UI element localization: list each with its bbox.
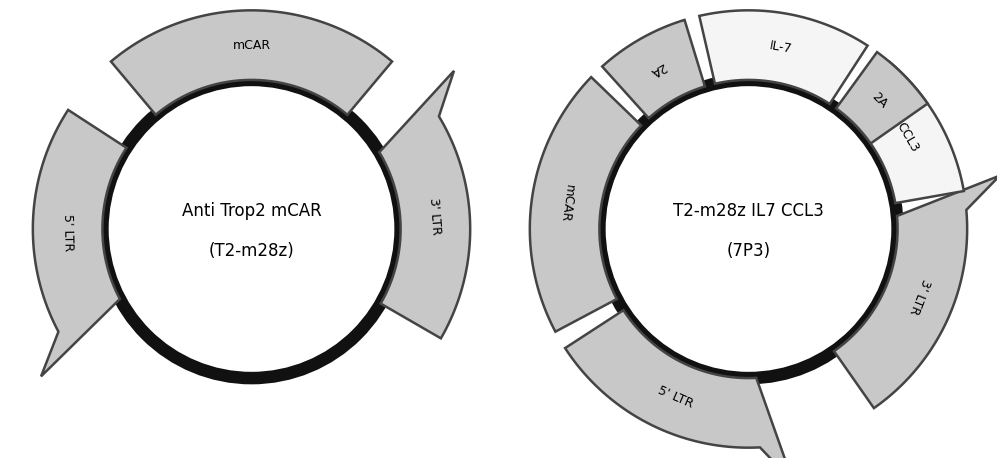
- Polygon shape: [699, 11, 868, 104]
- Text: 5' LTR: 5' LTR: [655, 384, 695, 411]
- Polygon shape: [844, 62, 964, 203]
- Text: mCAR: mCAR: [232, 39, 271, 51]
- Text: 3' LTR: 3' LTR: [907, 277, 932, 316]
- Polygon shape: [834, 176, 1000, 408]
- Text: (7P3): (7P3): [726, 242, 771, 260]
- Polygon shape: [602, 20, 705, 118]
- Polygon shape: [111, 11, 392, 115]
- Polygon shape: [530, 77, 641, 332]
- Text: T2-m28z IL7 CCL3: T2-m28z IL7 CCL3: [673, 202, 824, 220]
- Polygon shape: [33, 110, 126, 376]
- Text: 5' LTR: 5' LTR: [61, 213, 74, 251]
- Text: mCAR: mCAR: [557, 184, 575, 223]
- Polygon shape: [379, 71, 470, 338]
- Polygon shape: [565, 310, 793, 459]
- Text: 3' LTR: 3' LTR: [427, 197, 443, 235]
- Text: 2A: 2A: [869, 90, 890, 111]
- Text: IL-7: IL-7: [768, 39, 793, 56]
- Text: (T2-m28z): (T2-m28z): [209, 242, 294, 260]
- Polygon shape: [836, 52, 928, 144]
- Text: CCL3: CCL3: [894, 120, 921, 154]
- Text: 2A: 2A: [648, 59, 668, 78]
- Text: Anti Trop2 mCAR: Anti Trop2 mCAR: [182, 202, 321, 220]
